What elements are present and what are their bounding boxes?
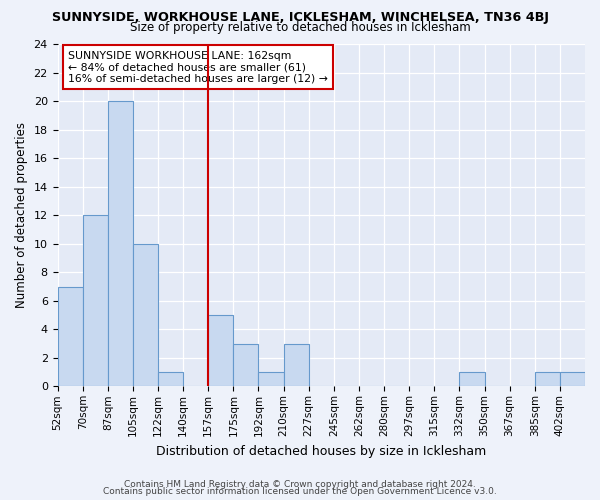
Bar — [58, 286, 83, 386]
Bar — [158, 372, 183, 386]
Bar — [108, 101, 133, 386]
Text: SUNNYSIDE WORKHOUSE LANE: 162sqm
← 84% of detached houses are smaller (61)
16% o: SUNNYSIDE WORKHOUSE LANE: 162sqm ← 84% o… — [68, 51, 328, 84]
Text: Contains HM Land Registry data © Crown copyright and database right 2024.: Contains HM Land Registry data © Crown c… — [124, 480, 476, 489]
Text: Size of property relative to detached houses in Icklesham: Size of property relative to detached ho… — [130, 22, 470, 35]
Text: Contains public sector information licensed under the Open Government Licence v3: Contains public sector information licen… — [103, 487, 497, 496]
Bar — [284, 344, 309, 386]
Bar — [233, 344, 259, 386]
Text: SUNNYSIDE, WORKHOUSE LANE, ICKLESHAM, WINCHELSEA, TN36 4BJ: SUNNYSIDE, WORKHOUSE LANE, ICKLESHAM, WI… — [52, 11, 548, 24]
Y-axis label: Number of detached properties: Number of detached properties — [15, 122, 28, 308]
Bar — [560, 372, 585, 386]
Bar — [83, 215, 108, 386]
Bar — [535, 372, 560, 386]
X-axis label: Distribution of detached houses by size in Icklesham: Distribution of detached houses by size … — [156, 444, 487, 458]
Bar — [460, 372, 485, 386]
Bar — [208, 315, 233, 386]
Bar — [133, 244, 158, 386]
Bar — [259, 372, 284, 386]
